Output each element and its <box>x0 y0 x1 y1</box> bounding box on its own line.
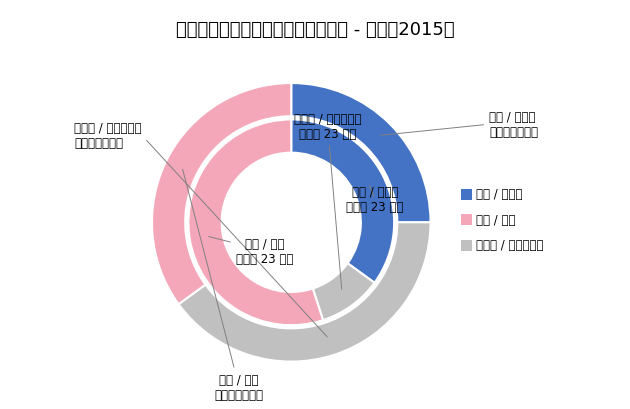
Text: 移動するときに使う交通手段の割合 - 日本（2015）: 移動するときに使う交通手段の割合 - 日本（2015） <box>176 20 454 38</box>
Wedge shape <box>291 120 394 283</box>
Text: 鉄道 / バス
（東京 23 区）: 鉄道 / バス （東京 23 区） <box>209 237 293 265</box>
Wedge shape <box>312 263 374 320</box>
Wedge shape <box>291 84 430 223</box>
Bar <box>461 190 472 201</box>
Text: 徒歩 / 自転車
（３大都市圏）: 徒歩 / 自転車 （３大都市圏） <box>381 111 538 139</box>
Wedge shape <box>152 84 291 304</box>
Text: 自動車 / 自動二輪車
（３大都市圏）: 自動車 / 自動二輪車 （３大都市圏） <box>74 122 327 337</box>
Text: 自動車 / 自動二輪車: 自動車 / 自動二輪車 <box>476 238 544 252</box>
Bar <box>461 215 472 226</box>
Text: 自動車 / 自動二輪車
（東京 23 区）: 自動車 / 自動二輪車 （東京 23 区） <box>294 113 362 290</box>
Text: 鉄道 / バス: 鉄道 / バス <box>476 213 516 226</box>
Text: 鉄道 / バス
（３大都市圏）: 鉄道 / バス （３大都市圏） <box>183 170 263 401</box>
Text: 徳歩 / 自転車: 徳歩 / 自転車 <box>476 188 523 201</box>
Text: 徒歩 / 自転車
（東京 23 区）: 徒歩 / 自転車 （東京 23 区） <box>346 185 404 213</box>
Bar <box>461 240 472 251</box>
Wedge shape <box>188 120 323 326</box>
Wedge shape <box>178 223 430 362</box>
